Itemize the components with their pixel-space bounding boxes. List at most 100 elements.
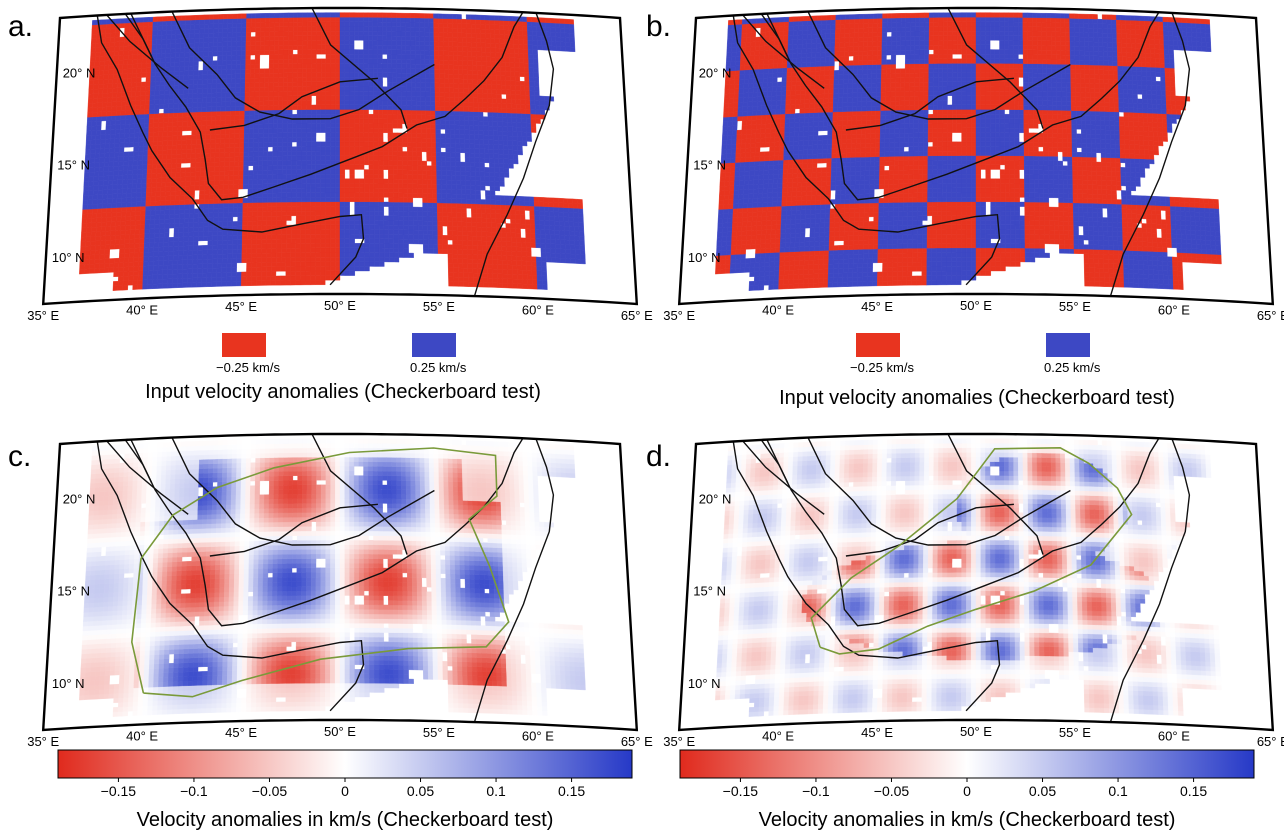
anomaly-cell <box>458 74 464 80</box>
anomaly-cell <box>281 243 287 249</box>
anomaly-cell <box>476 60 482 67</box>
anomaly-cell <box>173 103 179 109</box>
anomaly-cell <box>467 79 473 85</box>
anomaly-cell <box>218 23 224 29</box>
anomaly-cell <box>231 46 237 52</box>
anomaly-cell <box>472 254 478 260</box>
anomaly-cell <box>93 171 100 177</box>
anomaly-cell <box>193 208 200 214</box>
anomaly-cell <box>500 75 506 81</box>
anomaly-cell <box>107 189 113 195</box>
anomaly-cell <box>468 281 474 287</box>
anomaly-cell <box>379 247 385 253</box>
anomaly-cell <box>189 181 196 187</box>
anomaly-cell <box>359 146 365 152</box>
anomaly-cell <box>373 192 379 198</box>
anomaly-cell <box>114 129 121 135</box>
anomaly-cell <box>502 264 508 270</box>
anomaly-cell <box>364 215 370 221</box>
anomaly-cell <box>159 205 166 211</box>
anomaly-cell <box>199 166 206 172</box>
anomaly-cell <box>88 79 95 86</box>
anomaly-cell <box>354 137 360 142</box>
anomaly-cell <box>172 121 178 127</box>
anomaly-cell <box>157 265 164 271</box>
anomaly-cell <box>144 104 150 110</box>
anomaly-cell <box>274 31 280 37</box>
anomaly-cell <box>354 178 360 184</box>
anomaly-cell <box>154 90 160 96</box>
anomaly-cell <box>344 49 350 55</box>
anomaly-cell <box>111 106 117 112</box>
anomaly-cell <box>282 146 288 152</box>
anomaly-cell <box>147 35 153 41</box>
anomaly-cell <box>320 220 326 226</box>
anomaly-cell <box>149 219 156 225</box>
anomaly-cell <box>144 233 150 239</box>
anomaly-cell <box>417 170 423 176</box>
anomaly-cell <box>243 156 249 162</box>
anomaly-cell <box>129 119 136 125</box>
anomaly-cell <box>462 65 468 71</box>
anomaly-cell <box>499 172 505 178</box>
anomaly-cell <box>128 257 135 263</box>
anomaly-cell <box>311 114 317 119</box>
anomaly-cell <box>373 104 379 110</box>
anomaly-cell <box>262 146 269 152</box>
anomaly-cell <box>255 45 261 51</box>
anomaly-cell <box>133 146 139 152</box>
anomaly-cell <box>168 250 174 257</box>
anomaly-cell <box>407 169 413 175</box>
anomaly-cell <box>339 261 346 267</box>
anomaly-cell <box>204 189 210 195</box>
anomaly-cell <box>101 203 108 209</box>
anomaly-cell <box>448 64 454 70</box>
anomaly-cell <box>278 72 284 78</box>
anomaly-cell <box>450 156 456 162</box>
anomaly-cell <box>257 174 263 180</box>
anomaly-cell <box>378 238 385 244</box>
anomaly-cell <box>268 100 274 106</box>
anomaly-cell <box>97 102 103 108</box>
anomaly-cell <box>157 25 163 31</box>
anomaly-cell <box>349 224 355 230</box>
anomaly-cell <box>383 201 389 207</box>
anomaly-cell <box>277 142 283 148</box>
anomaly-cell <box>440 119 446 125</box>
anomaly-cell <box>101 221 107 228</box>
anomaly-cell <box>123 151 129 157</box>
anomaly-cell <box>406 72 412 78</box>
anomaly-cell <box>320 155 326 161</box>
anomaly-cell <box>212 37 219 43</box>
anomaly-cell <box>180 38 186 44</box>
anomaly-cell <box>364 243 370 249</box>
anomaly-cell <box>104 258 110 264</box>
anomaly-cell <box>195 162 201 168</box>
anomaly-cell <box>269 54 275 60</box>
anomaly-cell <box>429 41 435 47</box>
anomaly-cell <box>138 247 145 253</box>
anomaly-cell <box>246 248 252 254</box>
anomaly-cell <box>393 183 399 189</box>
anomaly-cell <box>240 55 246 61</box>
anomaly-cell <box>155 205 161 211</box>
anomaly-cell <box>506 108 512 114</box>
anomaly-cell <box>422 225 429 231</box>
anomaly-cell <box>398 225 404 231</box>
anomaly-cell <box>368 169 374 175</box>
anomaly-cell <box>186 144 192 150</box>
anomaly-cell <box>189 208 195 214</box>
anomaly-cell <box>161 30 167 36</box>
anomaly-cell <box>219 143 226 149</box>
anomaly-cell <box>407 160 413 166</box>
anomaly-cell <box>344 270 351 276</box>
anomaly-cell <box>130 211 136 217</box>
anomaly-cell <box>508 163 514 169</box>
anomaly-cell <box>424 41 430 47</box>
anomaly-cell <box>286 211 292 217</box>
anomaly-cell <box>421 160 427 166</box>
anomaly-cell <box>120 220 126 226</box>
anomaly-cell <box>506 98 512 105</box>
anomaly-cell <box>130 96 136 102</box>
anomaly-cell <box>169 214 175 220</box>
